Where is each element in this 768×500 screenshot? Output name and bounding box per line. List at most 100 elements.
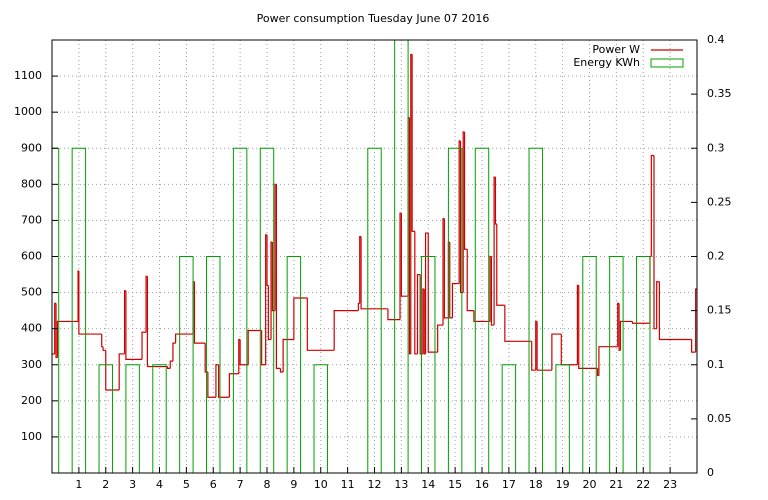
y2-tick-label: 0.05 [707, 412, 732, 425]
y-tick-label: 1000 [14, 105, 42, 118]
power-step [536, 321, 552, 371]
power-step [560, 334, 578, 366]
power-step [267, 285, 272, 341]
power-step [333, 310, 359, 351]
energy-box [259, 147, 275, 473]
grid [52, 40, 697, 473]
power-step [282, 338, 294, 372]
x-tick-label: 1 [75, 478, 82, 491]
x-tick-label: 17 [502, 478, 516, 491]
energy-box [474, 147, 490, 473]
y2-tick-label: 0.1 [707, 358, 725, 371]
y-tick-label: 800 [21, 177, 42, 190]
power-step [463, 132, 468, 250]
y-tick-label: 600 [21, 250, 42, 263]
power-step [279, 368, 284, 373]
power-step [360, 236, 388, 310]
x-tick-label: 14 [421, 478, 435, 491]
x-tick-label: 16 [475, 478, 489, 491]
energy-box [52, 147, 60, 473]
legend-label: Energy KWh [573, 56, 640, 69]
power-step [266, 234, 269, 286]
power-step [387, 308, 401, 321]
power-step [437, 324, 444, 353]
energy-box [636, 256, 651, 473]
power-step [239, 339, 249, 366]
power-step [78, 270, 102, 335]
x-tick-label: 2 [102, 478, 109, 491]
energy-box [232, 147, 248, 473]
power-step [175, 333, 194, 344]
power-step [261, 330, 266, 366]
power-step [125, 290, 143, 360]
legend-swatch [650, 58, 684, 68]
power-step [504, 305, 532, 342]
energy-box [313, 364, 328, 473]
energy-box [125, 364, 140, 473]
power-step [414, 231, 418, 355]
y2-tick-label: 0.25 [707, 195, 732, 208]
power-step [416, 273, 421, 354]
power-step [531, 341, 536, 371]
energy-box [501, 364, 517, 473]
energy-box [528, 147, 543, 473]
power-step [473, 310, 491, 323]
y-tick-label: 1100 [14, 69, 42, 82]
power-step [619, 320, 633, 351]
y2-tick-label: 0.4 [707, 33, 725, 46]
power-step [118, 353, 125, 391]
y-tick-label: 900 [21, 141, 42, 154]
energy-box [394, 40, 409, 473]
power-step [306, 297, 335, 351]
x-tick-label: 15 [448, 478, 462, 491]
x-tick-label: 10 [314, 478, 328, 491]
y-tick-label: 500 [21, 286, 42, 299]
energy-box [206, 256, 221, 473]
chart-title: Power consumption Tuesday June 07 2016 [257, 12, 490, 25]
x-tick-label: 5 [183, 478, 190, 491]
x-tick-label: 18 [529, 478, 543, 491]
power-step [451, 282, 460, 318]
power-step [193, 281, 206, 344]
power-step [653, 155, 657, 330]
x-tick-label: 20 [583, 478, 597, 491]
power-step [56, 320, 79, 358]
energy-box [179, 256, 194, 473]
power-step [166, 366, 171, 369]
power-step [357, 302, 360, 311]
power-step [207, 371, 216, 398]
energy-box [71, 147, 87, 473]
power-step [490, 256, 495, 326]
y2-tick-label: 0.2 [707, 250, 725, 263]
power-step [293, 297, 308, 340]
x-tick-label: 3 [129, 478, 136, 491]
y-tick-label: 300 [21, 358, 42, 371]
x-tick-label: 4 [156, 478, 163, 491]
y-tick-label: 700 [21, 213, 42, 226]
power-step [411, 54, 415, 232]
power-step [247, 329, 262, 365]
axes: 1 2 3 4 5 6 7 8 9 10 11 12 13 14 15 16 17 18 19 20 21 22 23100… [14, 33, 732, 491]
power-step [424, 232, 429, 354]
power-step [101, 334, 104, 348]
power-step [656, 281, 660, 329]
x-tick-label: 7 [237, 478, 244, 491]
energy-box [152, 364, 167, 473]
y-tick-label: 100 [21, 430, 42, 443]
power-step [578, 285, 598, 369]
power-step [551, 333, 562, 371]
x-tick-label: 19 [556, 478, 570, 491]
power-step [449, 242, 453, 319]
power-step [102, 346, 106, 351]
power-step [228, 373, 239, 398]
energy-box [98, 364, 113, 473]
energy-box [286, 256, 302, 473]
power-step [598, 346, 618, 376]
x-tick-label: 8 [264, 478, 271, 491]
power-step [169, 360, 173, 369]
energy-box [582, 256, 597, 473]
x-tick-label: 13 [394, 478, 408, 491]
y2-tick-label: 0.3 [707, 141, 725, 154]
power-step [466, 249, 474, 312]
